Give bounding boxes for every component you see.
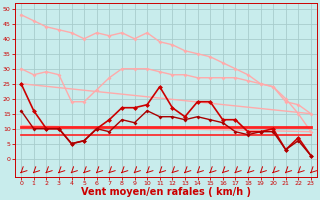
X-axis label: Vent moyen/en rafales ( km/h ): Vent moyen/en rafales ( km/h ) <box>81 187 251 197</box>
